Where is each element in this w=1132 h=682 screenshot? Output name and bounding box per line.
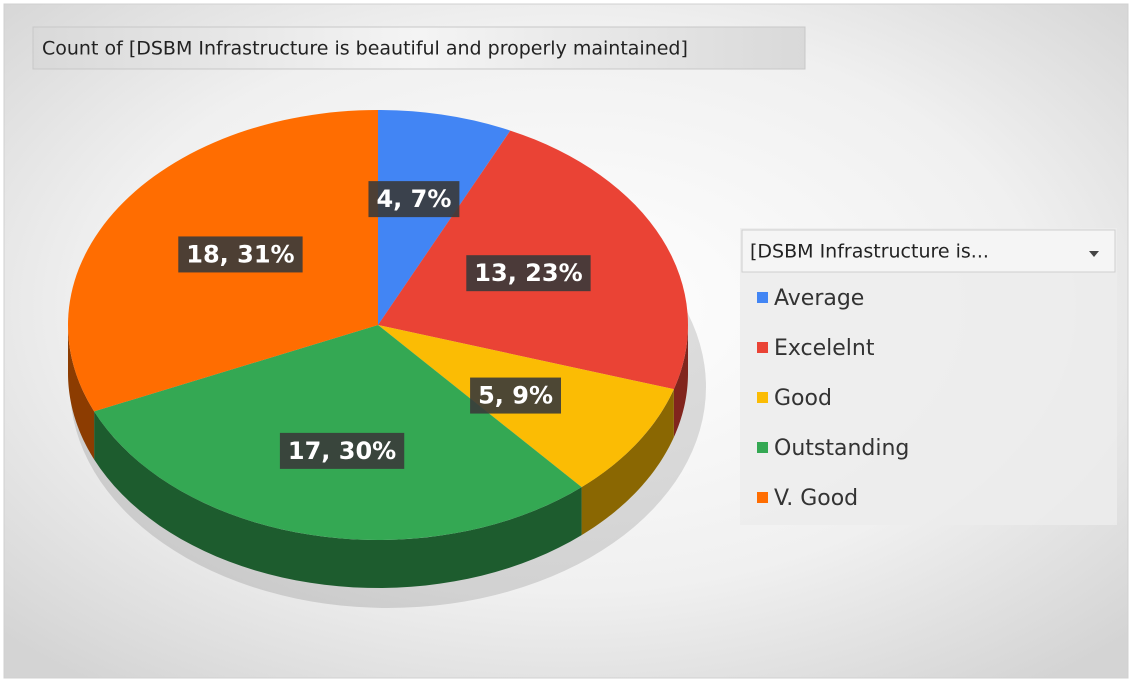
legend-swatch (757, 492, 768, 503)
pie: 4, 7% 13, 23% 5, 9% 17, 30% 18, 31% (68, 109, 706, 608)
data-label-box (466, 255, 591, 292)
slice-side (68, 325, 95, 460)
data-label: 5, 9% (478, 382, 553, 410)
data-label: 4, 7% (376, 185, 451, 213)
legend-label: V. Good (774, 486, 858, 511)
legend-label: Outstanding (774, 436, 909, 461)
legend-swatch (757, 342, 768, 353)
data-label: 18, 31% (186, 240, 294, 268)
slice-side (94, 411, 582, 588)
legend-label: Average (774, 286, 864, 311)
slice (378, 110, 511, 325)
legend-swatch (757, 292, 768, 303)
legend-label: Excelelnt (774, 336, 875, 361)
data-label: 13, 23% (474, 259, 582, 287)
legend-title: [DSBM Infrastructure is... (750, 241, 989, 263)
legend-filter[interactable] (741, 229, 1116, 273)
data-label-box (368, 181, 460, 218)
data-label-box (178, 236, 303, 273)
data-label-box (470, 377, 562, 414)
legend-swatch (757, 392, 768, 403)
slice-side (673, 325, 688, 438)
legend-swatch (757, 442, 768, 453)
title-box (32, 26, 806, 70)
legend-label: Good (774, 386, 832, 411)
data-label: 17, 30% (288, 437, 396, 465)
data-label-box (279, 432, 405, 469)
slice (94, 325, 582, 541)
slice-side (581, 389, 674, 536)
dropdown-arrow[interactable] (1089, 251, 1099, 257)
legend-box (740, 228, 1117, 525)
chart-title: Count of [DSBM Infrastructure is beautif… (42, 38, 688, 60)
